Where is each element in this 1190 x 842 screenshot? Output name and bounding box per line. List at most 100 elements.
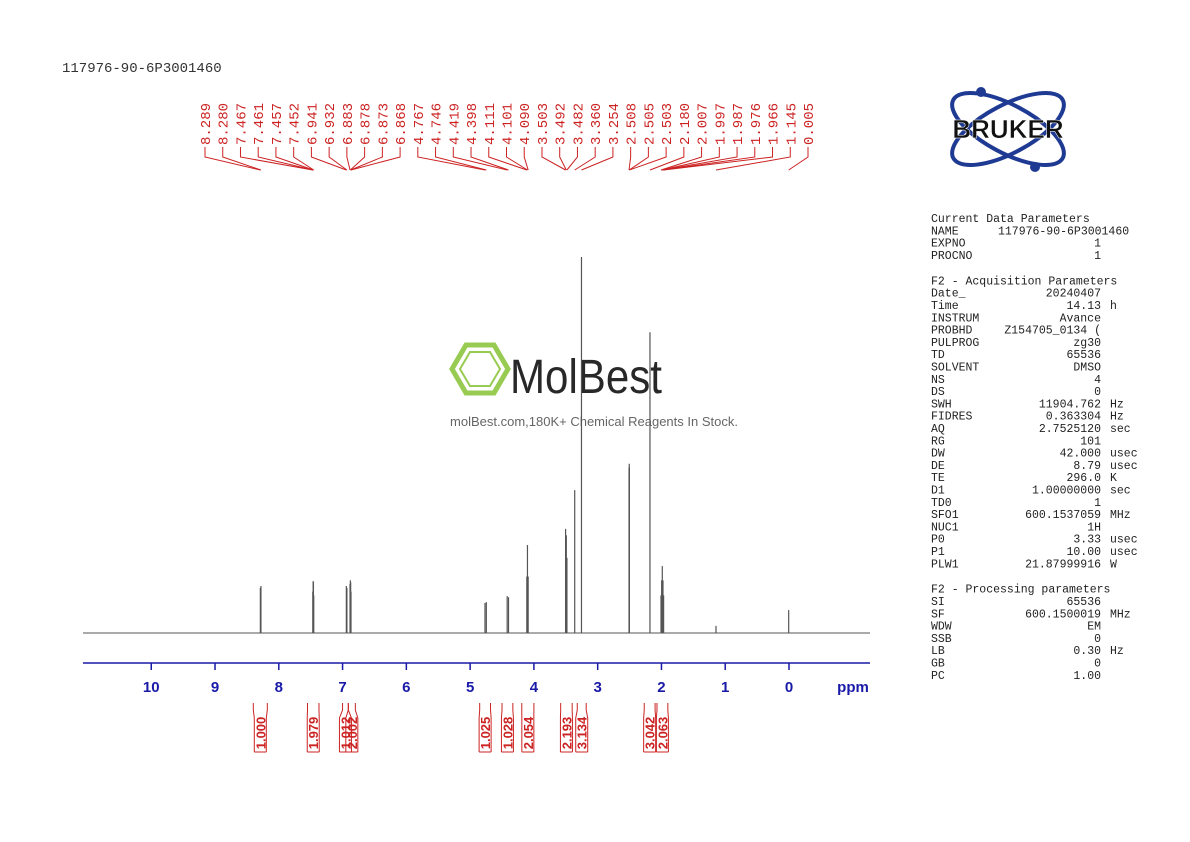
parameter-name: GB (931, 658, 945, 671)
parameter-name: PULPROG (931, 337, 979, 350)
parameter-value: 65536 (1066, 596, 1101, 609)
parameter-unit: usec (1110, 460, 1138, 473)
parameter-value: 0.363304 (1046, 411, 1101, 424)
integral-bracket (655, 703, 658, 752)
peak-label: 4.398 (465, 103, 481, 145)
peak-label: 0.005 (802, 103, 818, 145)
x-tick-label: 0 (785, 679, 793, 696)
peak-connector (629, 147, 667, 171)
peak-connector (350, 147, 383, 171)
peak-label: 4.111 (483, 103, 499, 145)
peak-connector (417, 147, 486, 171)
parameter-unit: MHz (1110, 509, 1131, 522)
parameter-unit: Hz (1110, 398, 1124, 411)
integral-label: 1.028 (500, 717, 515, 750)
peak-connector (435, 147, 487, 171)
peak-connector (523, 147, 529, 171)
x-tick-label: 1 (721, 679, 729, 696)
peak-label: 6.873 (376, 103, 392, 145)
parameter-unit: usec (1110, 534, 1138, 547)
parameter-value: 101 (1080, 435, 1101, 448)
peak-connector (293, 147, 315, 171)
parameter-name: Date_ (931, 288, 966, 301)
parameter-value: 0.30 (1073, 645, 1101, 658)
parameter-name: PROCNO (931, 250, 973, 263)
integral-label: 2.002 (345, 717, 360, 750)
peak-label: 4.101 (501, 103, 517, 145)
parameter-unit: h (1110, 300, 1117, 313)
peak-connector (310, 147, 347, 171)
x-tick-label: 7 (338, 679, 346, 696)
parameter-value: 600.1500019 (1025, 608, 1101, 621)
watermark-brand: MolBest (510, 351, 662, 404)
parameter-name: NAME (931, 225, 959, 238)
parameter-unit: usec (1110, 546, 1138, 559)
parameter-name: NUC1 (931, 521, 959, 534)
parameter-unit: sec (1110, 485, 1131, 498)
parameter-name: DW (931, 448, 945, 461)
peak-label: 6.941 (305, 103, 321, 145)
peak-connector (628, 147, 632, 171)
peak-connector (452, 147, 508, 171)
peak-label: 1.976 (749, 103, 765, 145)
peak-label: 7.457 (270, 103, 286, 145)
parameter-name: DS (931, 386, 945, 399)
parameter-value: 1 (1094, 238, 1101, 251)
parameter-name: Time (931, 300, 959, 313)
peak-label: 4.767 (412, 103, 428, 145)
integral-bracket (575, 703, 578, 752)
parameter-name: DE (931, 460, 945, 473)
peak-connector (541, 147, 566, 171)
parameter-name: SWH (931, 398, 952, 411)
parameter-name: AQ (931, 423, 945, 436)
parameter-value: 0 (1094, 386, 1101, 399)
integral-label: 2.063 (655, 717, 670, 750)
x-axis-label: ppm (837, 679, 869, 696)
parameter-value: Avance (1060, 312, 1102, 325)
peak-connector (581, 147, 614, 171)
peak-connector (649, 147, 685, 171)
parameter-value: 3.33 (1073, 534, 1101, 547)
integral-bracket-right (490, 703, 492, 752)
x-tick-label: 4 (530, 679, 539, 696)
x-tick-label: 6 (402, 679, 410, 696)
integral-bracket-right (512, 703, 514, 752)
parameter-value: 1 (1094, 497, 1101, 510)
peak-connector (661, 147, 720, 171)
parameter-name: D1 (931, 485, 945, 498)
x-tick-label: 2 (657, 679, 665, 696)
peak-connector (328, 147, 348, 171)
parameter-name: NS (931, 374, 945, 387)
parameter-name: TD (931, 349, 945, 362)
parameter-name: FIDRES (931, 411, 973, 424)
integral-bracket-right (667, 703, 669, 752)
parameter-unit: W (1110, 558, 1117, 571)
parameter-unit: MHz (1110, 608, 1131, 621)
peak-connector (350, 147, 366, 171)
peak-label: 4.090 (518, 103, 534, 145)
parameter-value: 117976-90-6P3001460 (998, 225, 1129, 238)
sample-title: 117976-90-6P3001460 (62, 61, 222, 77)
parameter-value: 2.7525120 (1039, 423, 1101, 436)
peak-connector (715, 147, 791, 171)
peak-label: 7.467 (234, 103, 250, 145)
parameter-name: SFO1 (931, 509, 959, 522)
peak-connector (204, 147, 261, 171)
integral-bracket (338, 703, 344, 752)
integral-bracket (345, 703, 349, 752)
parameter-unit: Hz (1110, 645, 1124, 658)
parameter-value: 0 (1094, 658, 1101, 671)
parameter-value: 1.00 (1073, 670, 1101, 683)
peak-label: 4.419 (447, 103, 463, 145)
parameter-value: EM (1087, 621, 1101, 634)
peak-label: 6.932 (323, 103, 339, 145)
peak-connector (566, 147, 578, 171)
x-tick-label: 5 (466, 679, 474, 696)
parameter-value: 20240407 (1046, 288, 1101, 301)
peak-label: 2.505 (642, 103, 658, 145)
peak-label: 3.503 (536, 103, 552, 145)
peak-connector (788, 147, 809, 171)
parameter-section-title: F2 - Acquisition Parameters (931, 275, 1117, 288)
peak-label: 2.180 (678, 103, 694, 145)
